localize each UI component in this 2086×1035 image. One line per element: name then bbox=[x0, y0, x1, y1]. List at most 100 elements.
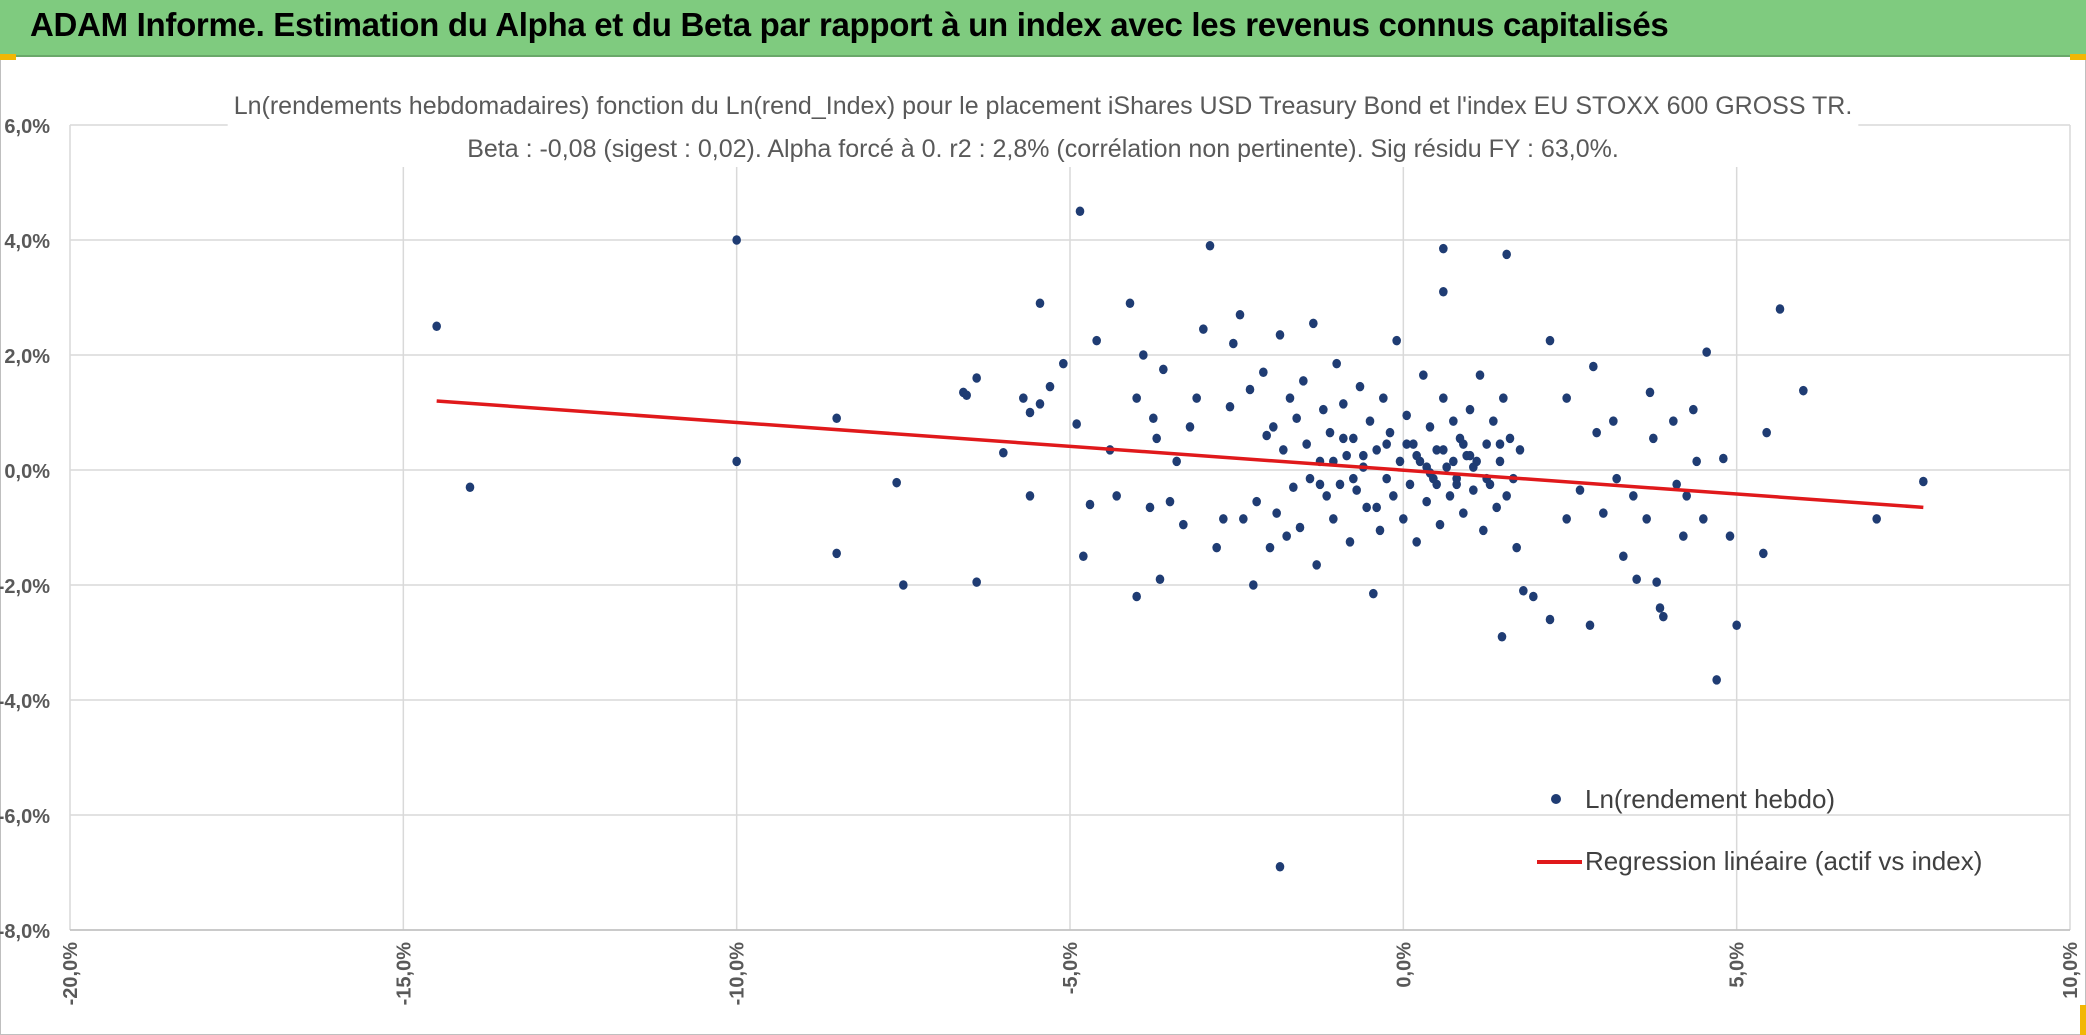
data-point bbox=[832, 548, 841, 559]
y-tick-label: 0,0% bbox=[4, 461, 50, 483]
data-point bbox=[1642, 514, 1651, 524]
data-point bbox=[1505, 433, 1515, 444]
axes: 6,0% 4,0% 2,0% 0,0% -2,0% -4,0% -6,0% -8,0% -20,… bbox=[0, 116, 2082, 1005]
data-point bbox=[1402, 439, 1411, 449]
data-point bbox=[1479, 525, 1488, 536]
data-point bbox=[1159, 364, 1168, 375]
data-point bbox=[892, 477, 901, 488]
data-point bbox=[1495, 439, 1505, 449]
data-point bbox=[1645, 387, 1655, 398]
data-point bbox=[1355, 381, 1365, 392]
data-point bbox=[1312, 560, 1321, 570]
data-point bbox=[1275, 330, 1285, 340]
regression-layer bbox=[436, 399, 1924, 510]
data-point bbox=[1249, 580, 1258, 590]
data-point bbox=[1412, 537, 1421, 547]
data-point bbox=[1229, 338, 1238, 349]
data-point bbox=[999, 447, 1008, 458]
data-point bbox=[1025, 407, 1035, 418]
data-point bbox=[1299, 376, 1308, 386]
data-point bbox=[1372, 502, 1381, 513]
data-point bbox=[1459, 508, 1468, 518]
data-point bbox=[1362, 502, 1371, 513]
data-point bbox=[1329, 514, 1338, 524]
data-point bbox=[1395, 456, 1405, 467]
data-point bbox=[1339, 433, 1348, 444]
data-point bbox=[1649, 433, 1658, 444]
report-banner: ADAM Informe. Estimation du Alpha et du … bbox=[0, 0, 2086, 57]
data-point bbox=[1035, 399, 1045, 409]
data-point bbox=[1349, 473, 1358, 484]
data-point bbox=[1762, 427, 1771, 438]
data-point bbox=[1562, 514, 1571, 524]
data-point bbox=[1497, 631, 1507, 642]
data-point bbox=[732, 456, 741, 467]
data-point bbox=[1669, 416, 1678, 426]
data-point bbox=[1465, 404, 1475, 415]
data-point bbox=[1235, 309, 1245, 320]
data-point bbox=[1289, 482, 1298, 493]
data-point bbox=[1512, 542, 1521, 553]
data-point bbox=[1689, 404, 1698, 415]
data-point bbox=[1125, 298, 1135, 309]
data-points bbox=[432, 206, 1928, 872]
legend-label-points: Ln(rendement hebdo) bbox=[1585, 784, 1835, 814]
data-point bbox=[1439, 393, 1448, 403]
data-point bbox=[1399, 514, 1408, 524]
data-point bbox=[1322, 491, 1331, 501]
corner-mark-top-left bbox=[0, 54, 16, 60]
data-point bbox=[1199, 324, 1208, 334]
data-point bbox=[1515, 445, 1525, 455]
data-point bbox=[1599, 508, 1608, 518]
data-point bbox=[972, 373, 981, 383]
data-point bbox=[1759, 548, 1768, 559]
data-point bbox=[1349, 433, 1358, 444]
data-point bbox=[1239, 514, 1248, 524]
data-point bbox=[1292, 413, 1301, 424]
data-point bbox=[1402, 410, 1411, 421]
data-point bbox=[1495, 456, 1505, 467]
data-point bbox=[1632, 574, 1641, 585]
data-point bbox=[1155, 574, 1165, 585]
data-point bbox=[1145, 502, 1155, 513]
data-point bbox=[1152, 433, 1161, 444]
data-point bbox=[1075, 206, 1085, 217]
data-point bbox=[1469, 462, 1478, 472]
x-tick-label: 5,0% bbox=[1727, 942, 1749, 988]
data-point bbox=[1352, 485, 1361, 495]
legend-point-marker bbox=[1551, 794, 1561, 804]
data-point bbox=[1392, 335, 1401, 346]
data-point bbox=[972, 577, 981, 587]
data-point bbox=[1272, 508, 1281, 518]
data-point bbox=[962, 390, 971, 401]
data-point bbox=[1655, 603, 1665, 613]
data-point bbox=[1679, 531, 1688, 541]
data-point bbox=[1545, 335, 1555, 346]
data-point bbox=[1619, 551, 1628, 562]
data-point bbox=[1282, 531, 1291, 541]
y-tick-label: 4,0% bbox=[4, 231, 50, 253]
data-point bbox=[1382, 439, 1391, 449]
data-point bbox=[1419, 370, 1428, 380]
data-point bbox=[1225, 401, 1235, 412]
data-point bbox=[1339, 399, 1348, 409]
data-point bbox=[1372, 445, 1381, 455]
data-point bbox=[1702, 347, 1711, 357]
data-point bbox=[1365, 416, 1375, 426]
y-tick-label: -6,0% bbox=[0, 806, 50, 828]
data-point bbox=[1489, 416, 1498, 426]
data-point bbox=[1205, 240, 1215, 251]
data-point bbox=[1385, 427, 1395, 438]
data-point bbox=[1712, 675, 1721, 685]
corner-mark-top-right bbox=[2070, 54, 2086, 60]
data-point bbox=[1132, 393, 1141, 403]
data-point bbox=[1045, 381, 1055, 392]
report-title: ADAM Informe. Estimation du Alpha et du … bbox=[30, 6, 1669, 43]
regression-line bbox=[436, 399, 1924, 510]
data-point bbox=[1499, 393, 1508, 403]
data-point bbox=[1452, 479, 1461, 490]
data-point bbox=[1139, 350, 1148, 360]
data-point bbox=[1025, 491, 1035, 501]
legend-label-regression: Regression linéaire (actif vs index) bbox=[1585, 846, 1982, 876]
